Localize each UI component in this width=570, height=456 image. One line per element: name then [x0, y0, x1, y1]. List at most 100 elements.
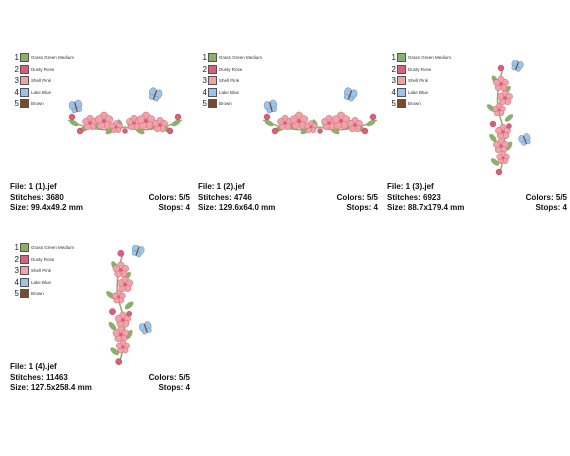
leaf [69, 119, 79, 127]
thread-number: 4 [14, 277, 19, 287]
thread-name: Dusty Rose [31, 66, 55, 72]
design-artwork [255, 85, 385, 150]
thread-swatch [208, 99, 217, 109]
thread-number: 2 [391, 64, 396, 74]
thread-swatch [397, 87, 406, 97]
thread-name: Brown [408, 101, 421, 107]
flower-petal [277, 118, 285, 126]
thread-swatch [20, 99, 29, 109]
design-size: Size: 99.4x49.2 mm [10, 203, 83, 212]
thread-swatch [20, 266, 29, 276]
flower-bud [489, 120, 497, 128]
flower-center [497, 108, 501, 112]
thread-name: Brown [31, 101, 44, 107]
butterfly [343, 87, 358, 102]
design-size: Size: 129.6x64.0 mm [198, 203, 276, 212]
flower-petal [126, 118, 134, 126]
color-count: Colors: 5/5 [148, 372, 190, 382]
leaf [490, 158, 500, 166]
stitch-count: Stitches: 4746 [198, 192, 252, 202]
flower-bud [506, 123, 512, 129]
thread-swatch [20, 243, 29, 253]
thread-name: Shell Pink [408, 78, 429, 84]
color-count: Colors: 5/5 [336, 192, 378, 202]
thread-color-row: 1 Grass Green Medium [198, 52, 262, 64]
butterfly [68, 99, 83, 114]
thread-number: 1 [202, 53, 207, 63]
design-artwork [90, 244, 160, 375]
flower-petal [493, 141, 501, 149]
design-info: File: 1 (4).jef Stitches: 11463 Colors: 5… [10, 362, 190, 394]
thread-name: Grass Green Medium [219, 55, 263, 61]
thread-color-row: 2 Dusty Rose [387, 64, 451, 76]
embroidery-preview [262, 87, 378, 135]
thread-swatch [397, 64, 406, 74]
thread-number: 1 [14, 53, 19, 63]
embroidery-preview [67, 87, 183, 135]
flower-center [499, 82, 503, 86]
thread-name: Dusty Rose [219, 66, 243, 72]
thread-color-row: 1 Grass Green Medium [10, 242, 74, 254]
thread-swatch [20, 76, 29, 86]
flower-center [158, 123, 162, 127]
flower-bud [166, 127, 174, 135]
leaf [110, 347, 119, 356]
thread-number: 3 [14, 266, 19, 276]
thread-color-row: 4 Lake Blue [10, 277, 74, 289]
thread-color-row: 3 Shell Pink [198, 75, 262, 87]
thread-swatch [208, 87, 217, 97]
thread-color-legend: 1 Grass Green Medium 2 Dusty Rose 3 Shel… [10, 242, 74, 300]
flower-petal [112, 329, 121, 337]
flower-bud [115, 358, 123, 365]
butterfly [263, 99, 278, 114]
thread-name: Shell Pink [31, 78, 52, 84]
flower-bud [117, 250, 125, 257]
thread-swatch [20, 64, 29, 74]
butterfly [131, 244, 145, 258]
design-card: 1 Grass Green Medium 2 Dusty Rose 3 Shel… [10, 52, 190, 212]
thread-number: 3 [202, 76, 207, 86]
thread-color-legend: 1 Grass Green Medium 2 Dusty Rose 3 Shel… [10, 52, 74, 110]
thread-name: Brown [219, 101, 232, 107]
leaf [505, 141, 513, 151]
stitch-count: Stitches: 3680 [10, 192, 64, 202]
thread-name: Dusty Rose [408, 66, 432, 72]
thread-color-row: 4 Lake Blue [387, 87, 451, 99]
flower-center [101, 118, 107, 124]
thread-color-row: 3 Shell Pink [10, 265, 74, 277]
flower-center [132, 121, 136, 125]
flower-petal [116, 342, 123, 349]
thread-number: 3 [391, 76, 396, 86]
leaf [504, 114, 514, 122]
thread-swatch [397, 76, 406, 86]
embroidery-preview [106, 244, 152, 366]
flower-center [499, 144, 503, 148]
stop-count: Stops: 4 [158, 383, 190, 392]
flower-bud [109, 308, 116, 315]
thread-color-row: 1 Grass Green Medium [10, 52, 74, 64]
flower-bud [361, 127, 369, 135]
flower-petal [493, 79, 501, 87]
thread-number: 5 [14, 289, 19, 299]
butterfly [511, 59, 524, 72]
design-artwork [475, 59, 535, 185]
thread-number: 2 [202, 64, 207, 74]
thread-swatch [20, 87, 29, 97]
flower-center [501, 130, 505, 134]
flower-petal [497, 93, 505, 101]
thread-name: Grass Green Medium [408, 55, 452, 61]
thread-name: Grass Green Medium [31, 245, 75, 251]
flower-bud [495, 168, 503, 176]
leaf [366, 119, 376, 127]
thread-name: Shell Pink [219, 78, 240, 84]
flower-center [296, 118, 302, 124]
butterfly [518, 133, 531, 146]
flower-center [283, 121, 287, 125]
stop-count: Stops: 4 [535, 203, 567, 212]
thread-name: Grass Green Medium [31, 55, 75, 61]
flower-petal [136, 115, 146, 124]
thread-name: Lake Blue [408, 89, 429, 95]
thread-number: 1 [391, 53, 396, 63]
thread-number: 1 [14, 243, 19, 253]
flower-petal [496, 153, 503, 160]
